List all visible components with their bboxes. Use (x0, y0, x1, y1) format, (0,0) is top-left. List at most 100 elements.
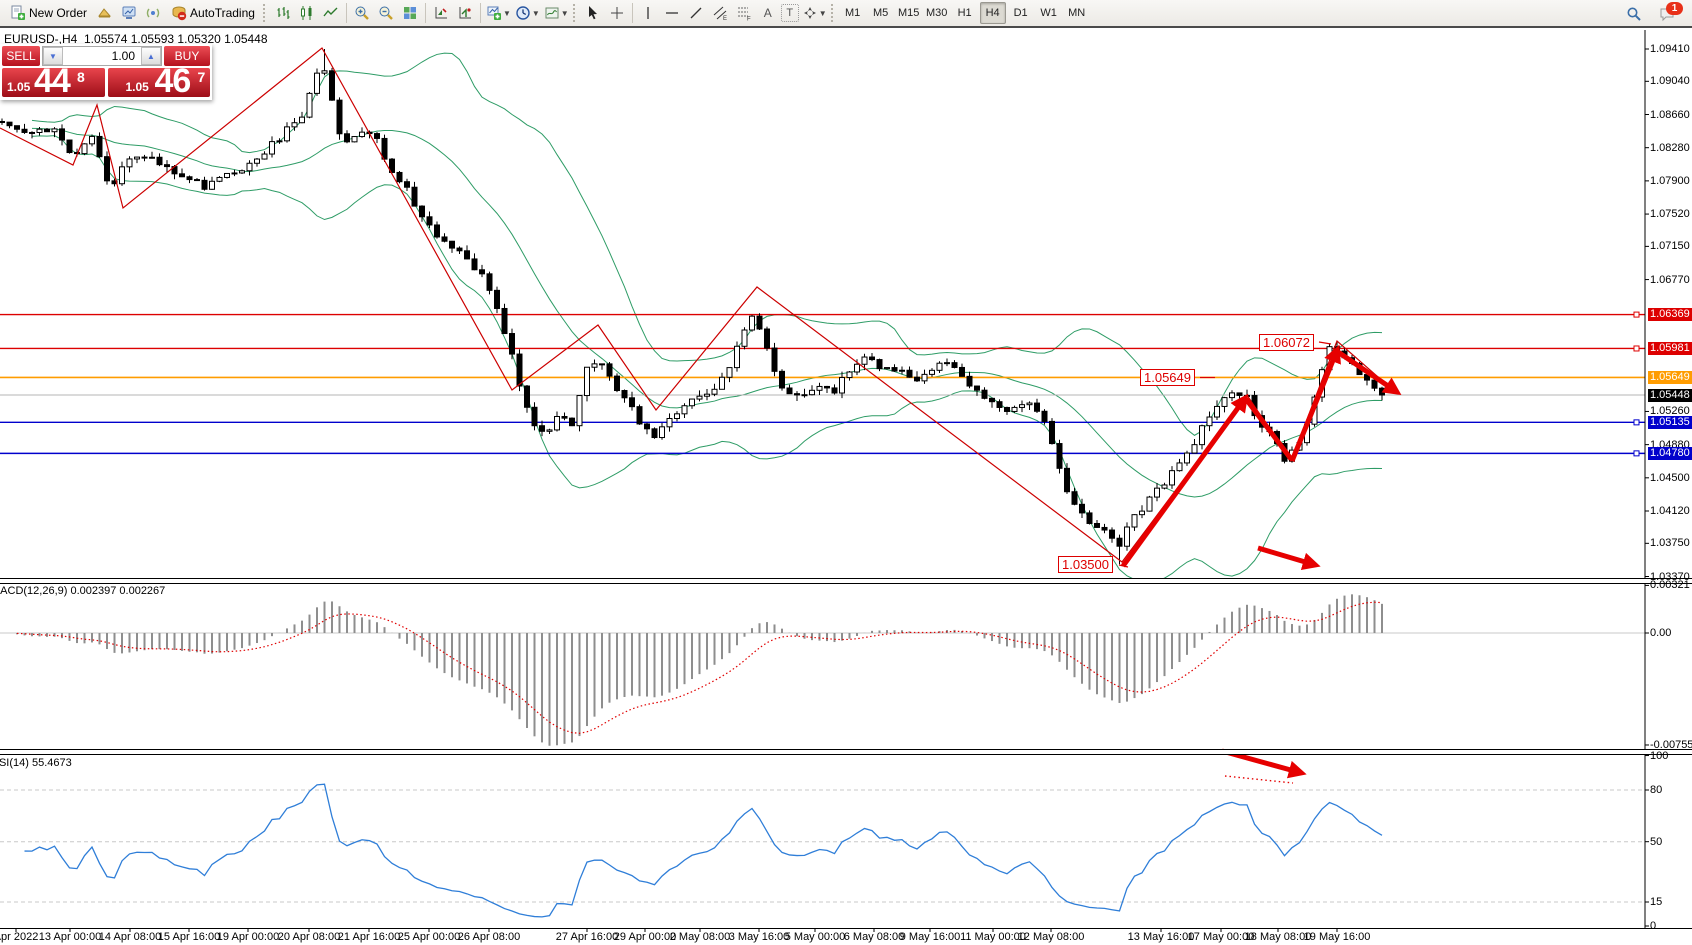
periods-button[interactable]: ▼ (514, 2, 541, 24)
new-order-button[interactable]: New Order (5, 2, 92, 24)
templates-icon (545, 7, 559, 19)
price-line-badge: 1.05135 (1648, 415, 1692, 429)
time-tick-label: 27 Apr 16:00 (555, 931, 619, 943)
timeframe-button-d1[interactable]: D1 (1013, 7, 1028, 19)
vertical-line-tool-button[interactable] (637, 2, 659, 24)
rsi-indicator-label: RSI(14) 55.4673 (0, 757, 72, 769)
fibonacci-tool-button[interactable]: F (733, 2, 755, 24)
time-tick-label: Apr 2022 (0, 931, 39, 943)
rsi-tick-label: 50 (1650, 835, 1663, 848)
buy-price-tile[interactable]: 1.05 46 7 (107, 68, 210, 97)
timeframe-button-m5[interactable]: M5 (873, 7, 889, 19)
volume-increase-button[interactable]: ▲ (141, 47, 161, 65)
autotrading-icon (172, 6, 187, 21)
price-tick-label: 1.09410 (1650, 43, 1690, 55)
time-tick-label: 14 Apr 08:00 (98, 931, 162, 943)
label-tool-button[interactable]: T (780, 4, 799, 22)
time-tick-label: 9 May 16:00 (899, 931, 961, 943)
time-tick-label: 17 May 00:00 (1187, 931, 1255, 943)
navigator-icon (459, 7, 471, 19)
crosshair-tool-button[interactable] (606, 2, 628, 24)
volume-stepper: ▼ ▲ (42, 46, 162, 66)
channel-icon: E (713, 6, 727, 21)
buy-button[interactable]: BUY (164, 46, 210, 66)
timeframe-button-m1[interactable]: M1 (845, 7, 861, 19)
price-annotation-box: 1.03500 (1058, 556, 1113, 573)
bar-chart-button[interactable] (272, 2, 294, 24)
timeframe-button-h1[interactable]: H1 (957, 7, 972, 19)
terminal-icon (122, 6, 136, 19)
chevron-down-icon: ▼ (818, 8, 827, 18)
data-window-icon (435, 7, 447, 19)
toolbar-grip (830, 4, 836, 22)
price-tick-label: 1.06770 (1650, 273, 1690, 286)
trendline-tool-button[interactable] (685, 2, 707, 24)
price-tick-label: 1.08660 (1650, 108, 1690, 121)
timeframe-button-mn[interactable]: MN (1068, 7, 1086, 19)
sell-price-tile[interactable]: 1.05 44 8 (2, 68, 105, 97)
candlestick-chart-button[interactable] (296, 2, 318, 24)
rsi-panel-divider[interactable] (0, 749, 1692, 755)
one-click-trading-panel: SELL ▼ ▲ BUY 1.05 44 8 1.05 46 7 (0, 44, 212, 100)
zoom-in-button[interactable] (351, 2, 373, 24)
candlestick-chart-icon (300, 6, 312, 20)
time-axis-border (0, 928, 1692, 929)
volume-input[interactable] (63, 47, 141, 65)
data-window-button[interactable] (430, 2, 452, 24)
sell-button[interactable]: SELL (2, 46, 40, 66)
horizontal-line-icon (665, 12, 678, 14)
chevron-down-icon: ▼ (560, 8, 569, 18)
time-tick-label: 19 Apr 00:00 (216, 931, 280, 943)
time-tick-label: 11 May 00:00 (960, 931, 1026, 943)
tile-windows-button[interactable] (399, 2, 421, 24)
rsi-tick-label: 15 (1650, 896, 1663, 908)
autotrading-button[interactable]: AutoTrading (166, 2, 260, 24)
add-indicator-button[interactable]: ▼ (485, 2, 512, 24)
horizontal-line-tool-button[interactable] (661, 2, 683, 24)
timeframe-button-m15[interactable]: M15 (897, 7, 920, 19)
zoom-out-button[interactable] (375, 2, 397, 24)
price-line-badge: 1.05448 (1648, 388, 1692, 402)
volume-decrease-button[interactable]: ▼ (43, 47, 63, 65)
shapes-tool-button[interactable]: ▼ (801, 2, 828, 24)
macd-panel-divider[interactable] (0, 578, 1692, 584)
cursor-tool-button[interactable] (582, 2, 604, 24)
time-tick-label: 5 May 00:00 (784, 931, 846, 943)
search-button[interactable] (1623, 3, 1645, 25)
new-order-icon (11, 5, 25, 20)
macd-tick-label: -0.007554 (1650, 738, 1692, 751)
line-chart-button[interactable] (320, 2, 342, 24)
macd-tick-label: 0.00 (1650, 627, 1672, 639)
timeframe-button-h4[interactable]: H4 (979, 2, 1006, 24)
price-line-badge: 1.06369 (1648, 308, 1692, 322)
notifications-button[interactable]: 1 (1656, 2, 1683, 25)
terminal-button[interactable] (118, 2, 140, 24)
navigator-button[interactable] (454, 2, 476, 24)
timeframe-button-m30[interactable]: M30 (925, 7, 948, 19)
signals-button[interactable] (142, 2, 164, 24)
toolbar-separator (631, 3, 633, 23)
time-tick-label: 25 Apr 00:00 (397, 931, 461, 943)
shapes-icon (803, 7, 816, 19)
text-tool-button[interactable]: A (757, 2, 779, 24)
profile-button[interactable] (94, 2, 116, 24)
price-tick-label: 1.08280 (1650, 141, 1690, 154)
price-tick-label: 1.07520 (1650, 208, 1690, 221)
price-tick-label: 1.04500 (1650, 471, 1690, 484)
price-annotation-box: 1.06072 (1259, 334, 1314, 351)
time-tick-label: 13 Apr 00:00 (38, 931, 102, 943)
toolbar: New Order AutoTrading (0, 0, 1692, 28)
price-tick-label: 1.03370 (1650, 570, 1690, 583)
svg-text:E: E (723, 16, 727, 21)
channel-tool-button[interactable]: E (709, 2, 731, 24)
cursor-icon (588, 6, 597, 20)
chart-window[interactable]: EURUSD-,H4 1.05574 1.05593 1.05320 1.054… (0, 28, 1692, 945)
toolbar-grip (262, 4, 268, 22)
templates-button[interactable]: ▼ (543, 2, 570, 24)
price-annotation-box: 1.05649 (1140, 369, 1195, 386)
time-tick-label: 3 May 16:00 (728, 931, 790, 943)
timeframe-button-w1[interactable]: W1 (1040, 7, 1057, 19)
time-tick-label: 26 Apr 08:00 (457, 931, 521, 943)
search-icon (1627, 7, 1641, 21)
